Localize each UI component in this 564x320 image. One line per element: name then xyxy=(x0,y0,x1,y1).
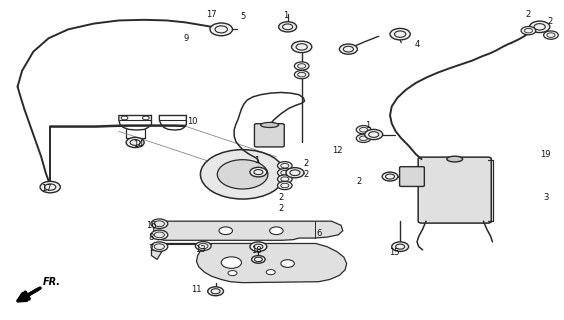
Circle shape xyxy=(126,137,144,148)
Circle shape xyxy=(277,175,292,183)
Text: FR.: FR. xyxy=(43,277,61,287)
Text: 2: 2 xyxy=(303,159,309,168)
Circle shape xyxy=(356,125,371,134)
Ellipse shape xyxy=(261,123,279,127)
Ellipse shape xyxy=(447,156,462,162)
Circle shape xyxy=(151,230,168,240)
Text: 6: 6 xyxy=(316,229,321,238)
Circle shape xyxy=(228,270,237,276)
Text: 5: 5 xyxy=(240,12,245,21)
Text: 3: 3 xyxy=(544,193,549,202)
Ellipse shape xyxy=(217,160,268,189)
Polygon shape xyxy=(154,221,343,240)
Circle shape xyxy=(521,27,536,35)
Text: 1: 1 xyxy=(254,156,259,164)
Text: 1: 1 xyxy=(283,11,289,20)
Circle shape xyxy=(356,134,371,142)
Text: 17: 17 xyxy=(42,184,52,193)
Circle shape xyxy=(294,62,309,70)
Text: 19: 19 xyxy=(540,150,550,159)
Circle shape xyxy=(277,162,292,170)
Circle shape xyxy=(294,70,309,79)
Circle shape xyxy=(392,242,408,252)
Text: 10: 10 xyxy=(187,117,197,126)
Text: 14: 14 xyxy=(133,140,144,149)
Circle shape xyxy=(530,21,550,33)
Circle shape xyxy=(266,270,275,275)
Circle shape xyxy=(544,31,558,39)
Circle shape xyxy=(281,260,294,268)
FancyBboxPatch shape xyxy=(399,167,424,187)
Polygon shape xyxy=(152,244,347,283)
Circle shape xyxy=(279,22,297,32)
Text: 2: 2 xyxy=(303,170,309,179)
Circle shape xyxy=(292,41,312,52)
Text: 1: 1 xyxy=(365,121,371,130)
Text: 4: 4 xyxy=(415,40,420,49)
FancyArrowPatch shape xyxy=(18,288,40,301)
Circle shape xyxy=(210,23,232,36)
Ellipse shape xyxy=(200,150,285,199)
Text: 2: 2 xyxy=(526,10,531,19)
Text: 11: 11 xyxy=(191,284,202,293)
Circle shape xyxy=(365,129,383,140)
Circle shape xyxy=(286,168,304,178)
Text: 2: 2 xyxy=(548,17,553,26)
Circle shape xyxy=(270,227,283,235)
Circle shape xyxy=(151,242,168,252)
Text: 12: 12 xyxy=(332,146,342,155)
Circle shape xyxy=(277,169,292,177)
Circle shape xyxy=(195,242,211,251)
Text: 7: 7 xyxy=(148,244,153,253)
Circle shape xyxy=(250,242,267,252)
Text: 9: 9 xyxy=(184,35,189,44)
Circle shape xyxy=(250,167,267,177)
Text: 18: 18 xyxy=(252,246,262,255)
Circle shape xyxy=(151,219,168,228)
FancyBboxPatch shape xyxy=(254,124,284,147)
Circle shape xyxy=(221,257,241,268)
Text: 8: 8 xyxy=(148,233,153,242)
Text: 2: 2 xyxy=(278,204,284,213)
Circle shape xyxy=(40,181,60,193)
Text: 15: 15 xyxy=(389,248,400,257)
Circle shape xyxy=(277,181,292,190)
Circle shape xyxy=(390,28,410,40)
Circle shape xyxy=(208,287,223,296)
Text: 2: 2 xyxy=(356,177,362,186)
Circle shape xyxy=(219,227,232,235)
Circle shape xyxy=(340,44,358,54)
Circle shape xyxy=(382,172,398,181)
Circle shape xyxy=(252,256,265,263)
Text: 13: 13 xyxy=(195,245,206,254)
Text: 2: 2 xyxy=(278,193,284,202)
Text: 17: 17 xyxy=(206,10,217,19)
FancyBboxPatch shape xyxy=(418,157,491,223)
Text: 16: 16 xyxy=(146,221,156,230)
